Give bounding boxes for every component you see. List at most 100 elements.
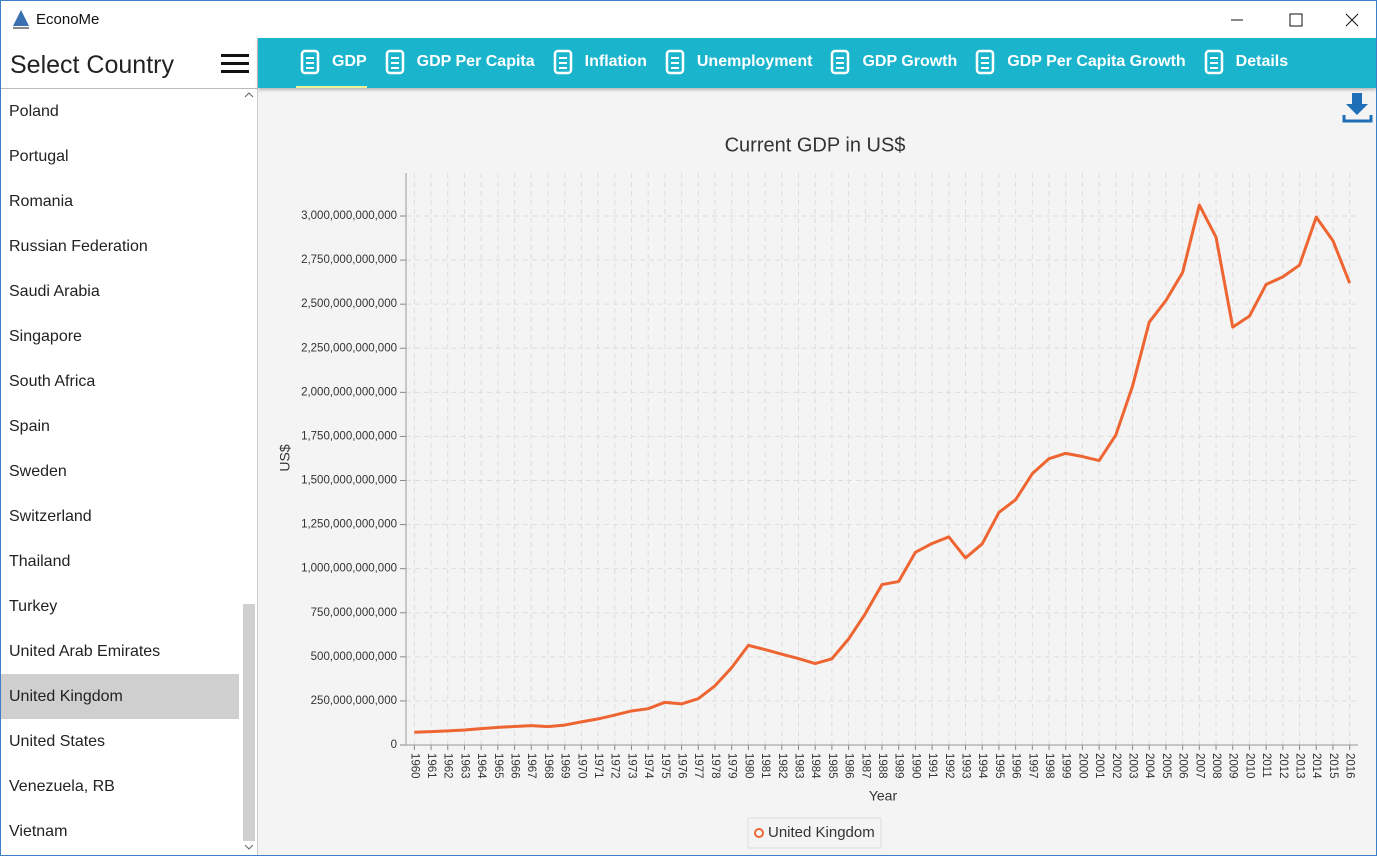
tab-icon: [553, 49, 572, 75]
menu-button[interactable]: [219, 52, 251, 76]
x-tick-label: 1978: [709, 753, 721, 779]
line-series: [414, 203, 1352, 734]
x-tick-label: 1966: [509, 753, 521, 779]
tab-label: Details: [1235, 53, 1289, 70]
x-tick-label: 1998: [1043, 753, 1055, 779]
x-tick-label: 1997: [1026, 753, 1038, 779]
country-item[interactable]: Venezuela, RB: [9, 778, 115, 795]
country-item[interactable]: Switzerland: [9, 508, 92, 525]
tab-icon: [976, 49, 995, 75]
x-tick-label: 1968: [542, 753, 554, 779]
country-item[interactable]: Thailand: [9, 553, 71, 570]
tab-icon: [665, 49, 685, 75]
chart-title: Current GDP in US$: [725, 134, 906, 156]
tab-icon: [300, 49, 320, 75]
tab-label: GDP Per Capita: [416, 53, 535, 70]
x-tick-label: 1973: [625, 753, 637, 779]
x-tick-label: 1990: [909, 753, 921, 779]
x-tick-label: 1979: [726, 753, 738, 779]
x-tick-label: 1991: [926, 753, 938, 779]
tab-icon: [831, 49, 850, 75]
x-tick-label: 1964: [475, 753, 487, 779]
x-tick-label: 2003: [1126, 753, 1138, 779]
x-tick-label: 1988: [876, 753, 888, 779]
tab-icon: [1204, 49, 1223, 75]
country-item[interactable]: Russian Federation: [9, 238, 148, 255]
legend-marker: [754, 828, 764, 838]
country-item[interactable]: Sweden: [9, 463, 67, 480]
country-item[interactable]: Saudi Arabia: [9, 283, 100, 300]
x-tick-label: 1981: [759, 753, 771, 779]
window-controls[interactable]: [1196, 1, 1376, 38]
country-item[interactable]: Vietnam: [9, 823, 68, 840]
x-tick-label: 2013: [1294, 753, 1306, 779]
x-tick-label: 2012: [1277, 753, 1289, 779]
tab-label: GDP Growth: [862, 53, 958, 70]
country-item[interactable]: Turkey: [9, 598, 58, 615]
country-item[interactable]: Portugal: [9, 148, 69, 165]
tab[interactable]: GDP: [296, 38, 367, 88]
x-tick-label: 1996: [1010, 753, 1022, 779]
tab[interactable]: Inflation: [549, 38, 647, 86]
download-button[interactable]: [1341, 91, 1375, 125]
x-tick-label: 1969: [559, 753, 571, 779]
x-tick-label: 1960: [408, 753, 420, 779]
tab-label: Unemployment: [696, 53, 813, 70]
country-item[interactable]: United Kingdom: [1, 674, 239, 719]
country-item[interactable]: South Africa: [9, 373, 96, 390]
x-tick-label: 1974: [642, 753, 654, 779]
x-tick-label: 2016: [1344, 753, 1356, 779]
x-tick-label: 2005: [1160, 753, 1172, 779]
window-title: EconoMe: [36, 11, 100, 28]
country-item[interactable]: Singapore: [9, 328, 82, 345]
app-icon: [13, 10, 29, 29]
sidebar-title: Select Country: [10, 51, 174, 79]
y-tick-label: 500,000,000,000: [311, 651, 397, 663]
tab[interactable]: GDP Growth: [826, 38, 957, 86]
x-tick-label: 1995: [993, 753, 1005, 779]
x-tick-label: 1985: [826, 753, 838, 779]
y-tick-label: 250,000,000,000: [311, 695, 397, 707]
x-tick-label: 1963: [458, 753, 470, 779]
y-tick-label: 1,250,000,000,000: [301, 519, 397, 531]
tab[interactable]: GDP Per Capita Growth: [971, 38, 1186, 86]
x-tick-label: 1986: [843, 753, 855, 779]
x-tick-label: 1962: [442, 753, 454, 779]
x-tick-label: 1972: [609, 753, 621, 779]
x-tick-label: 1967: [525, 753, 537, 779]
country-item[interactable]: United States: [9, 733, 106, 750]
y-tick-label: 3,000,000,000,000: [301, 210, 397, 222]
country-list: Poland Portugal Romania Russian Federation S…: [1, 89, 241, 854]
x-tick-label: 2004: [1143, 753, 1155, 779]
x-tick-label: 1971: [592, 753, 604, 779]
x-tick-label: 2007: [1193, 753, 1205, 779]
tab[interactable]: Unemployment: [661, 38, 813, 86]
y-tick-label: 2,500,000,000,000: [301, 298, 397, 310]
plot-area: [406, 173, 1358, 745]
country-item[interactable]: Poland: [9, 103, 59, 120]
x-tick-label: 2002: [1110, 753, 1122, 779]
x-tick-label: 2001: [1093, 753, 1105, 779]
x-tick-label: 1965: [492, 753, 504, 779]
y-tick-label: 2,250,000,000,000: [301, 342, 397, 354]
y-tick-label: 750,000,000,000: [311, 607, 397, 619]
tab-label: GDP: [332, 53, 367, 70]
country-item[interactable]: United Arab Emirates: [9, 643, 161, 660]
y-axis-label: US$: [277, 444, 293, 471]
x-tick-label: 2006: [1177, 753, 1189, 779]
x-tick-label: 1987: [859, 753, 871, 779]
scrollbar[interactable]: [241, 89, 257, 855]
y-tick-label: 0: [391, 739, 397, 751]
x-tick-label: 2014: [1310, 753, 1322, 779]
country-item[interactable]: Spain: [9, 418, 50, 435]
legend-label: United Kingdom: [768, 824, 875, 841]
x-axis-label: Year: [869, 788, 898, 804]
country-item[interactable]: Romania: [9, 193, 74, 210]
tab-icon: [385, 49, 404, 75]
tab[interactable]: GDP Per Capita: [381, 38, 535, 86]
y-tick-label: 1,750,000,000,000: [301, 430, 397, 442]
tab[interactable]: Details: [1200, 38, 1288, 86]
x-tick-label: 1977: [692, 753, 704, 779]
tab-bar: GDP GDP Per Capita Inflation Unemployment GD…: [258, 38, 1376, 88]
